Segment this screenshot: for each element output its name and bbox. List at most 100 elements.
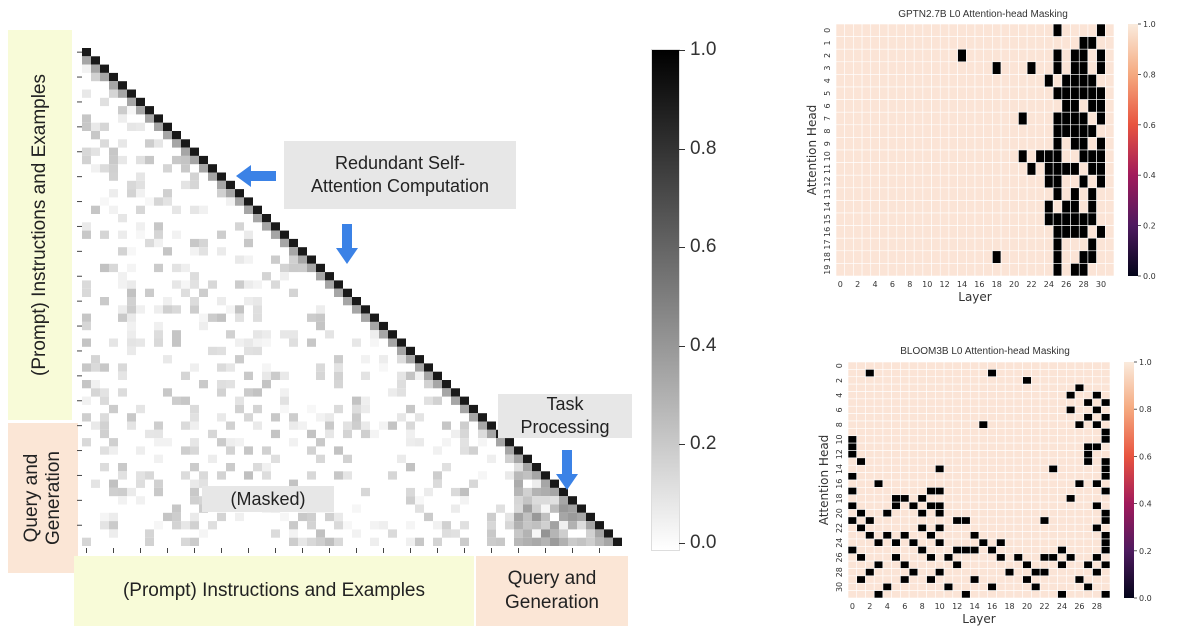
kept-head-cell: [969, 369, 980, 378]
callout-task-processing: Task Processing: [498, 394, 632, 438]
kept-head-cell: [882, 516, 892, 525]
kept-head-cell: [879, 212, 889, 226]
attention-cell: [235, 313, 244, 322]
masked-head-cell: [1074, 575, 1085, 584]
kept-head-cell: [987, 501, 997, 510]
kept-head-cell: [1018, 36, 1028, 50]
kept-head-cell: [887, 200, 898, 214]
kept-head-cell: [922, 23, 932, 37]
attention-cell: [154, 321, 163, 331]
attention-cell: [235, 404, 244, 414]
y-tick-label: 26: [835, 552, 844, 562]
attention-cell: [415, 413, 424, 422]
attention-cell: [280, 371, 289, 380]
attention-cell: [136, 106, 145, 115]
kept-head-cell: [1083, 428, 1093, 437]
kept-head-cell: [853, 61, 863, 75]
attention-cell: [352, 421, 361, 430]
kept-head-cell: [1066, 398, 1076, 407]
kept-head-cell: [856, 369, 866, 378]
kept-head-cell: [922, 200, 932, 214]
kept-head-cell: [856, 546, 866, 555]
kept-head-cell: [887, 225, 898, 239]
kept-head-cell: [856, 494, 866, 503]
kept-head-cell: [1100, 442, 1111, 451]
masked-head-cell: [1083, 398, 1093, 407]
kept-head-cell: [853, 174, 863, 189]
kept-head-cell: [1013, 523, 1023, 532]
kept-head-cell: [1000, 162, 1011, 176]
kept-head-cell: [865, 494, 875, 503]
kept-head-cell: [891, 398, 901, 407]
kept-head-cell: [922, 162, 932, 176]
attention-cell: [154, 521, 163, 530]
masked-head-cell: [1100, 428, 1111, 437]
attention-cell: [352, 297, 361, 306]
kept-head-cell: [882, 420, 892, 429]
attention-cell: [163, 247, 172, 256]
attention-cell: [100, 429, 109, 439]
kept-head-cell: [939, 61, 950, 75]
kept-head-cell: [1083, 420, 1093, 429]
masked-head-cell: [1096, 137, 1106, 151]
kept-head-cell: [935, 479, 945, 488]
kept-head-cell: [1009, 23, 1019, 37]
kept-head-cell: [917, 531, 927, 540]
kept-head-cell: [931, 36, 941, 50]
kept-head-cell: [987, 560, 997, 569]
kept-head-cell: [939, 250, 950, 264]
attention-cell: [145, 238, 154, 248]
attention-cell: [154, 429, 163, 439]
kept-head-cell: [931, 250, 941, 264]
attention-cell: [406, 371, 415, 380]
kept-head-cell: [943, 398, 954, 407]
attention-cell: [244, 280, 253, 289]
kept-head-cell: [896, 225, 906, 239]
kept-head-cell: [870, 36, 880, 50]
kept-head-cell: [856, 560, 866, 569]
kept-head-cell: [908, 361, 919, 370]
kept-head-cell: [835, 149, 845, 163]
kept-head-cell: [1022, 516, 1032, 525]
attention-cell: [316, 529, 325, 538]
kept-head-cell: [1013, 509, 1023, 518]
attention-cell: [217, 346, 226, 356]
kept-head-cell: [1013, 568, 1023, 577]
kept-head-cell: [853, 237, 863, 252]
kept-head-cell: [870, 250, 880, 264]
attention-cell: [415, 438, 424, 447]
attention-cell: [190, 479, 199, 488]
attention-cell: [334, 471, 343, 480]
attention-cell: [442, 463, 451, 472]
kept-head-cell: [1009, 74, 1019, 88]
kept-head-cell: [896, 137, 906, 151]
attention-cell: [316, 321, 325, 331]
kept-head-cell: [943, 413, 954, 422]
kept-head-cell: [908, 435, 919, 444]
arrow-down-task-icon: [556, 450, 578, 490]
kept-head-cell: [948, 187, 958, 201]
kept-head-cell: [865, 472, 875, 481]
kept-head-cell: [1105, 149, 1115, 163]
masked-head-cell: [1087, 149, 1097, 163]
attention-cell: [289, 537, 298, 546]
kept-head-cell: [908, 553, 919, 562]
kept-head-cell: [926, 464, 936, 473]
kept-head-cell: [1035, 99, 1045, 113]
kept-head-cell: [957, 111, 967, 126]
kept-head-cell: [1048, 428, 1058, 437]
attention-cell: [127, 122, 136, 131]
attention-cell: [586, 521, 595, 530]
bloom-mask-heatmap: 0 2 4 6 8 10 12 14 16 18 20 22 24 26 28024681012141618…: [817, 358, 1152, 626]
attention-cell: [388, 388, 397, 397]
y-tick-label: 18: [823, 252, 832, 262]
kept-head-cell: [943, 435, 954, 444]
kept-head-cell: [856, 464, 866, 473]
attention-cell: [514, 504, 523, 513]
kept-head-cell: [987, 457, 997, 466]
kept-head-cell: [1026, 200, 1037, 214]
attention-cell: [316, 454, 325, 463]
kept-head-cell: [908, 516, 919, 525]
kept-head-cell: [861, 111, 872, 126]
attention-cell: [451, 388, 460, 397]
